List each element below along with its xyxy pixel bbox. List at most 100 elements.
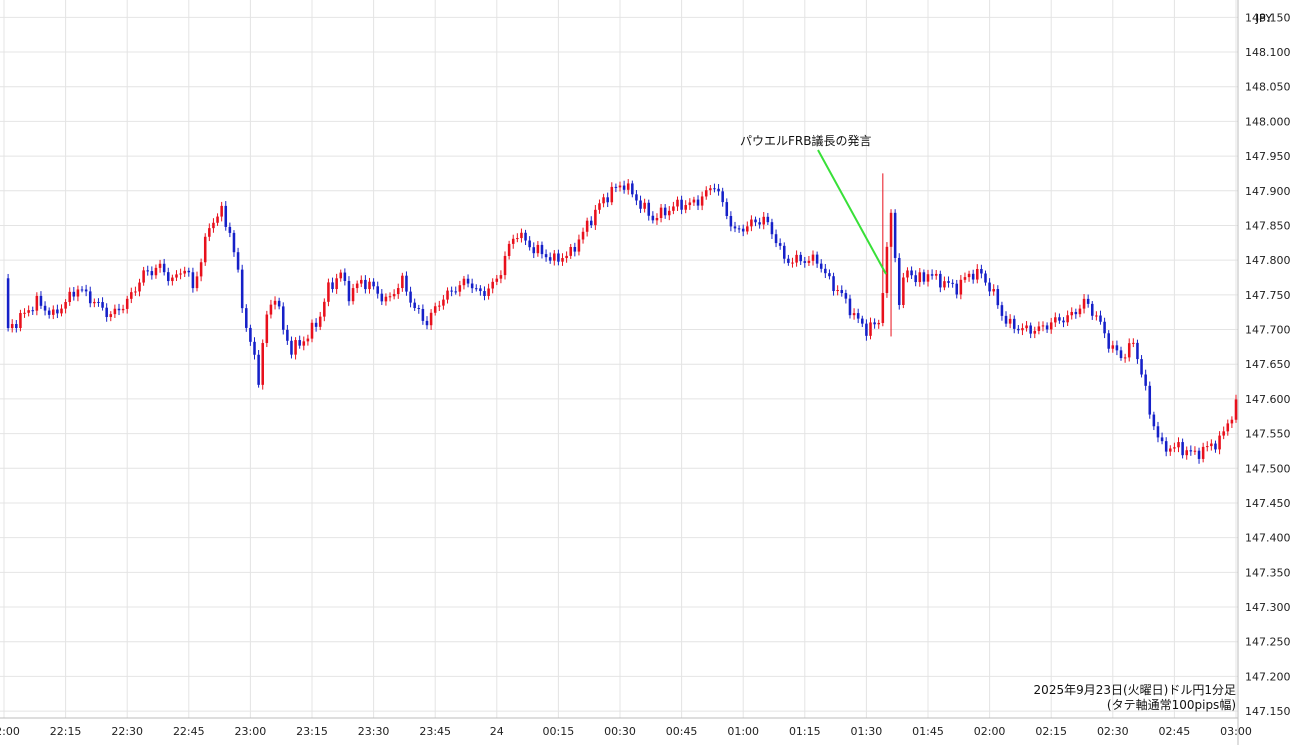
candle-body: [1148, 385, 1152, 415]
candle-body: [873, 322, 876, 325]
x-tick-label: 00:15: [543, 725, 575, 738]
y-tick-label: 147.300: [1245, 601, 1291, 614]
candle-body: [191, 272, 195, 289]
candle-body: [824, 268, 827, 274]
candle-body: [1058, 317, 1061, 321]
candle-body: [343, 272, 347, 281]
candle-body: [1054, 317, 1057, 323]
candle-body: [906, 270, 909, 278]
candle-body: [1017, 328, 1020, 331]
candle-body: [142, 270, 145, 283]
candle-body: [926, 274, 930, 282]
candle-body: [10, 324, 14, 329]
candle-body: [524, 232, 527, 241]
candle-body: [130, 292, 133, 299]
candle-body: [281, 306, 285, 330]
candle-body: [80, 289, 84, 291]
candle-body: [557, 253, 560, 262]
candle-body: [511, 238, 515, 244]
candle-body: [528, 240, 531, 248]
candle-body: [1218, 435, 1221, 450]
candle-body: [454, 291, 458, 293]
candle-body: [996, 289, 1000, 306]
y-tick-label: 148.050: [1245, 81, 1291, 94]
candle-body: [540, 244, 544, 255]
candle-body: [372, 281, 375, 287]
candle-body: [606, 197, 609, 203]
candle-body: [976, 268, 979, 280]
annotation: パウエルFRB議長の発言: [740, 134, 887, 275]
candle-body: [438, 305, 441, 307]
candle-body: [409, 291, 412, 303]
x-tick-label: 02:45: [1159, 725, 1191, 738]
candle-body: [737, 228, 741, 230]
y-tick-label: 147.900: [1245, 185, 1291, 198]
candle-body: [27, 310, 30, 313]
candle-body: [1173, 447, 1176, 449]
y-tick-label: 147.700: [1245, 324, 1291, 337]
candle-body: [1115, 345, 1119, 351]
candle-body: [1214, 443, 1217, 450]
x-tick-label: 01:30: [851, 725, 883, 738]
candle-body: [799, 254, 802, 262]
candle-body: [487, 288, 490, 296]
candle-body: [610, 186, 614, 203]
candle-body: [1021, 328, 1024, 331]
candle-body: [425, 320, 429, 326]
candle-body: [700, 196, 704, 206]
candle-body: [1025, 325, 1028, 329]
candle-body: [1234, 399, 1238, 420]
candle-body: [815, 254, 819, 264]
candle-body: [286, 329, 289, 341]
candle-body: [491, 281, 494, 289]
candle-series: [6, 173, 1238, 464]
candle-body: [655, 217, 659, 221]
candle-body: [339, 272, 343, 279]
candle-body: [1144, 374, 1147, 386]
candle-body: [43, 305, 47, 311]
candle-body: [553, 253, 556, 261]
candle-body: [314, 322, 318, 327]
candle-body: [1000, 305, 1004, 316]
candle-body: [1119, 350, 1123, 359]
candle-body: [803, 261, 807, 263]
candle-body: [532, 247, 536, 254]
candle-body: [380, 293, 384, 302]
candle-body: [746, 226, 749, 232]
candle-body: [943, 281, 946, 288]
candle-body: [335, 278, 338, 290]
y-tick-label: 147.350: [1245, 566, 1291, 579]
candle-body: [1033, 330, 1037, 334]
candle-body: [56, 309, 59, 314]
candle-body: [154, 267, 158, 276]
candle-body: [146, 270, 150, 272]
x-tick-label: 00:45: [666, 725, 698, 738]
candle-body: [23, 312, 26, 314]
candle-body: [741, 228, 745, 232]
candle-body: [474, 288, 478, 290]
candle-body: [60, 308, 63, 314]
candle-body: [959, 279, 963, 295]
candle-body: [265, 314, 269, 343]
candle-body: [1049, 322, 1053, 330]
candle-body: [417, 308, 421, 310]
candle-body: [569, 246, 572, 256]
candle-body: [778, 243, 782, 246]
candle-body: [516, 238, 519, 240]
candle-body: [113, 308, 117, 315]
candle-body: [162, 263, 166, 273]
candle-body: [836, 290, 839, 292]
candle-body: [47, 310, 51, 315]
candle-body: [1066, 315, 1069, 323]
candle-body: [302, 341, 306, 346]
candle-body: [721, 191, 724, 203]
candle-body: [1099, 315, 1102, 322]
candle-body: [39, 295, 43, 306]
candle-body: [688, 202, 692, 206]
candle-body: [171, 277, 174, 282]
candle-body: [717, 188, 720, 192]
candle-body: [458, 285, 462, 292]
candle-body: [811, 254, 815, 261]
candle-body: [327, 282, 330, 302]
candle-body: [951, 282, 954, 284]
